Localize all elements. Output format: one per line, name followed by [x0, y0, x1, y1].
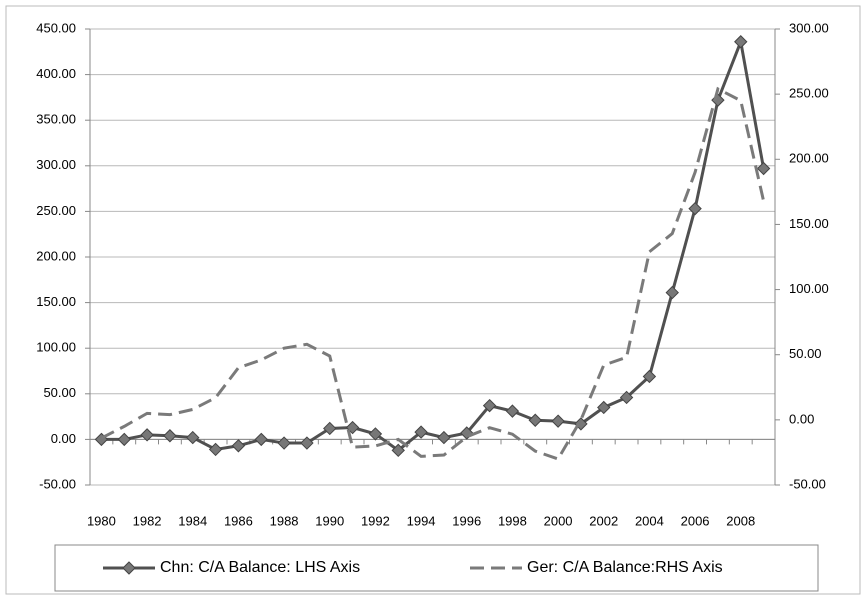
marker: [597, 400, 611, 415]
marker: [368, 427, 383, 441]
legend-label: Chn: C/A Balance: LHS Axis: [160, 559, 360, 576]
x-tick-label: 1984: [178, 513, 207, 528]
marker: [437, 430, 451, 445]
y-tick-label: 250.00: [36, 203, 76, 218]
marker: [756, 161, 771, 176]
marker: [300, 436, 314, 450]
x-tick-label: 1982: [133, 513, 162, 528]
x-tick-label: 1996: [452, 513, 481, 528]
y2-tick-label: 100.00: [789, 281, 829, 296]
x-tick-label: 1992: [361, 513, 390, 528]
x-tick-label: 1986: [224, 513, 253, 528]
marker: [551, 414, 565, 428]
y2-tick-label: -50.00: [789, 476, 826, 491]
legend-box: [54, 544, 819, 592]
marker: [117, 432, 131, 447]
marker: [414, 425, 428, 439]
y-tick-label: 450.00: [36, 20, 76, 35]
y-tick-label: -50.00: [39, 476, 76, 491]
marker: [665, 285, 679, 300]
y2-tick-label: 0.00: [789, 411, 814, 426]
chart-frame: [5, 5, 861, 595]
marker: [345, 420, 360, 435]
marker: [642, 369, 657, 384]
y-tick-label: 100.00: [36, 340, 76, 355]
marker: [528, 413, 542, 427]
marker: [391, 443, 405, 458]
series-line: [100, 86, 766, 461]
y-tick-label: 400.00: [36, 66, 76, 81]
x-tick-label: 1994: [407, 513, 436, 528]
marker: [323, 421, 337, 436]
marker: [231, 439, 246, 453]
marker: [140, 428, 154, 442]
legend-label: Ger: C/A Balance:RHS Axis: [527, 559, 723, 576]
y2-tick-label: 200.00: [789, 151, 829, 166]
marker: [482, 398, 497, 413]
marker: [186, 430, 200, 445]
y-tick-label: 150.00: [36, 294, 76, 309]
x-tick-label: 1980: [87, 513, 116, 528]
x-tick-label: 1990: [315, 513, 344, 528]
y-tick-label: 350.00: [36, 112, 76, 127]
y2-tick-label: 150.00: [789, 216, 829, 231]
x-tick-label: 2000: [544, 513, 573, 528]
y-tick-label: 200.00: [36, 248, 76, 263]
marker: [505, 404, 520, 418]
marker: [619, 390, 634, 405]
marker: [734, 35, 748, 49]
x-tick-label: 2008: [726, 513, 755, 528]
x-tick-label: 2002: [589, 513, 618, 528]
x-tick-label: 1988: [270, 513, 299, 528]
marker: [254, 432, 268, 447]
y-tick-label: 0.00: [51, 431, 76, 446]
marker: [163, 429, 177, 443]
legend-marker: [122, 561, 136, 575]
x-tick-label: 2006: [681, 513, 710, 528]
y-tick-label: 300.00: [36, 157, 76, 172]
marker: [208, 442, 223, 457]
series-line: [101, 36, 766, 453]
x-tick-label: 2004: [635, 513, 664, 528]
y2-tick-label: 250.00: [789, 86, 829, 101]
y2-tick-label: 300.00: [789, 20, 829, 35]
marker: [688, 201, 702, 216]
marker: [277, 436, 291, 450]
y-tick-label: 50.00: [43, 385, 76, 400]
y2-tick-label: 50.00: [789, 346, 822, 361]
x-tick-label: 1998: [498, 513, 527, 528]
